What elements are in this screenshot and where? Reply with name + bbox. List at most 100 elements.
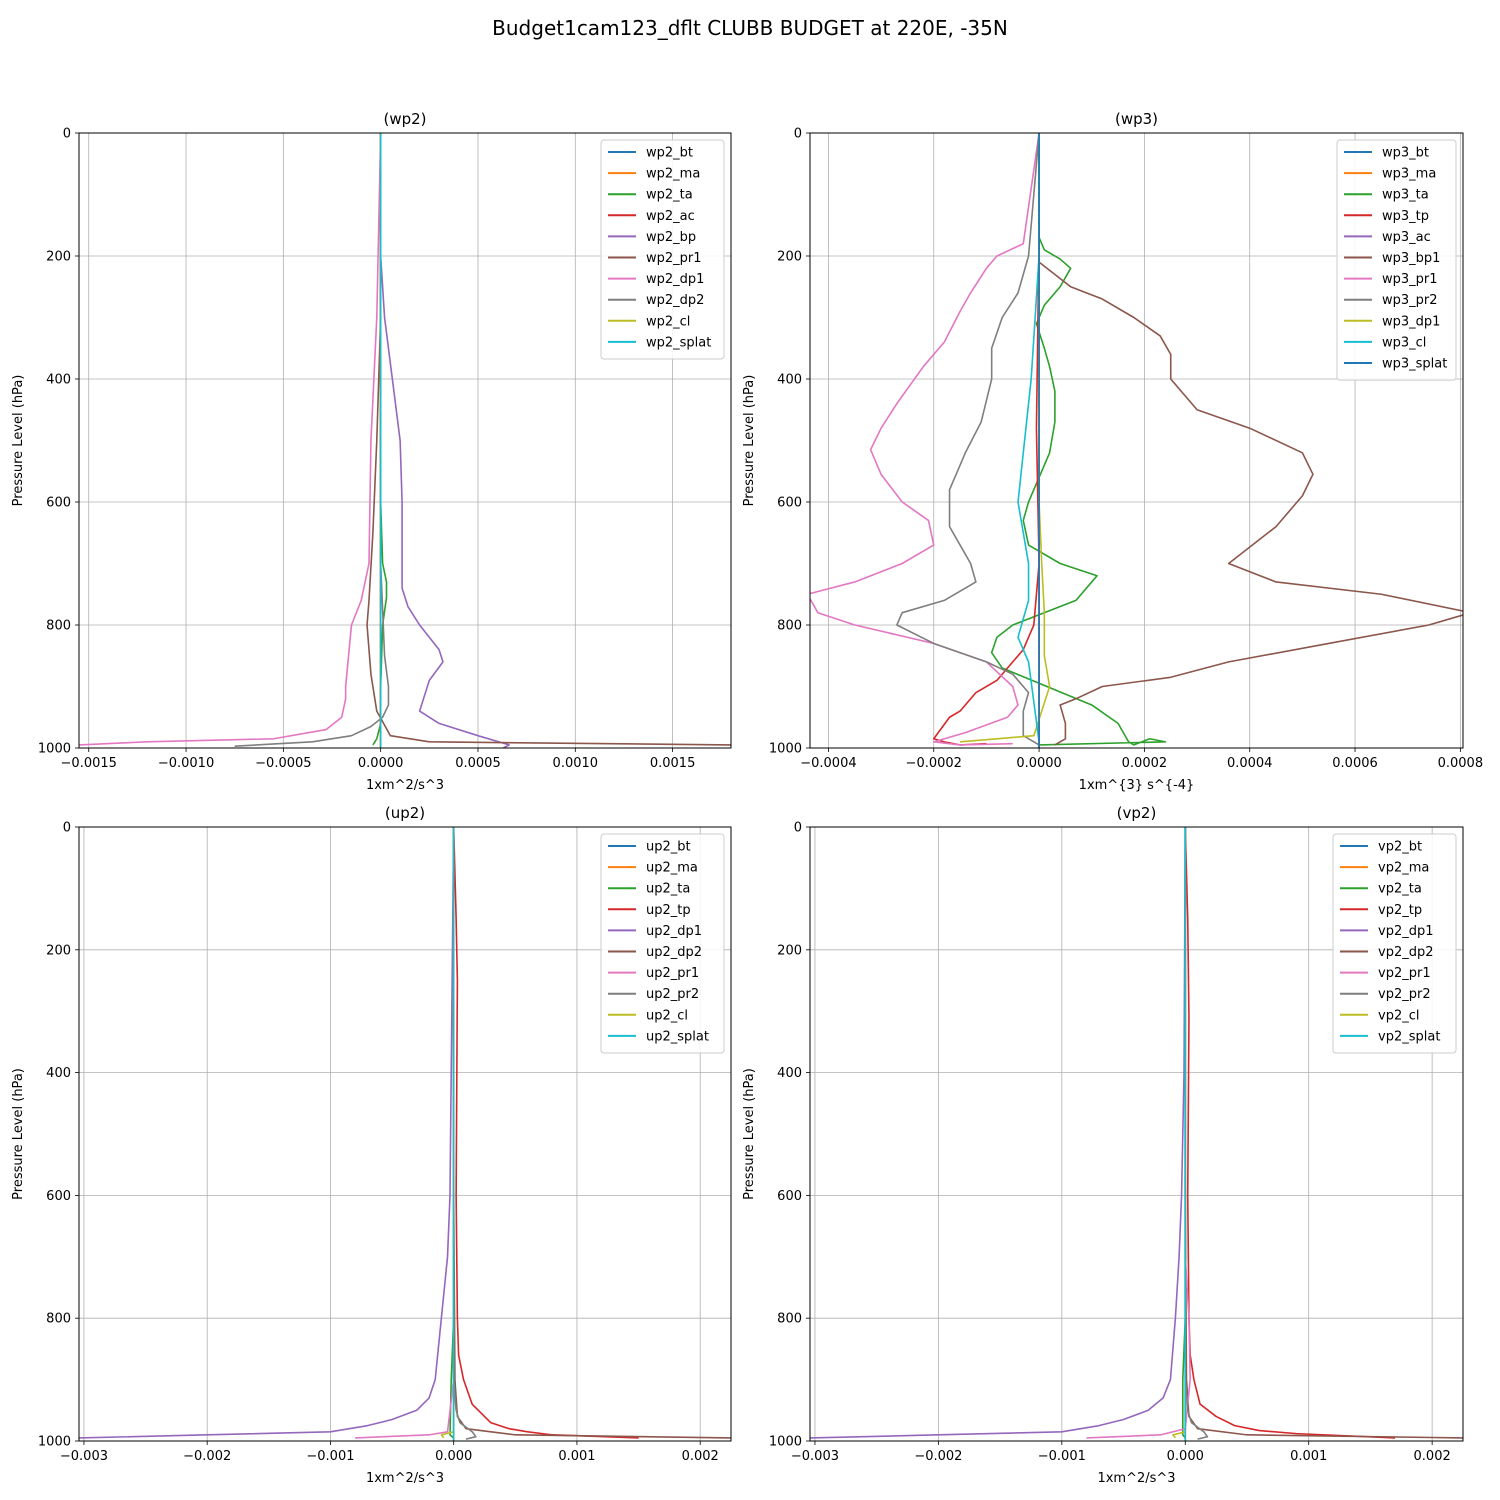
legend-label: wp2_splat xyxy=(646,335,711,350)
y-tick-label: 1000 xyxy=(769,1435,802,1450)
y-tick-label: 1000 xyxy=(769,742,802,757)
legend-label: up2_cl xyxy=(646,1008,688,1023)
legend-label: vp2_splat xyxy=(1378,1029,1440,1044)
y-tick-label: 600 xyxy=(777,1189,802,1204)
axes-frame xyxy=(78,132,732,749)
panel-title: (vp2) xyxy=(1117,804,1157,822)
legend: vp2_bt vp2_ma vp2_ta vp2_tp vp2_dp1 vp2_dp2vp… xyxy=(1332,833,1457,1054)
legend-label: vp2_pr1 xyxy=(1378,966,1431,981)
y-tick-label: 800 xyxy=(777,619,802,634)
legend-label: wp3_ac xyxy=(1382,230,1431,245)
series-line-wp3_dp1 xyxy=(960,133,1051,743)
y-tick-label: 1000 xyxy=(38,742,71,757)
y-tick-label: 600 xyxy=(777,496,802,511)
legend-label: vp2_dp2 xyxy=(1378,945,1434,960)
legend-label: up2_pr2 xyxy=(646,987,699,1002)
x-tick-label: −0.0002 xyxy=(906,756,962,771)
x-tick-label: 0.0005 xyxy=(455,756,501,771)
x-tick-label: 0.002 xyxy=(1414,1449,1451,1464)
legend: wp3_bt wp3_ma wp3_ta wp3_tp wp3_ac wp3_bp1 wp3… xyxy=(1336,139,1457,381)
series-line-wp3_pr2 xyxy=(896,133,1040,746)
series-line-wp3_pr1 xyxy=(810,133,1040,746)
series-line-vp2_dp1 xyxy=(810,827,1187,1439)
x-tick-label: 0.001 xyxy=(558,1449,595,1464)
x-axis-label: 1xm^{3} s^{-4} xyxy=(1079,778,1195,793)
y-axis-label: Pressure Level (hPa) xyxy=(742,1068,757,1200)
series-line-up2_dp1 xyxy=(79,827,455,1439)
y-tick-label: 200 xyxy=(777,943,802,958)
series-line-wp3_cl xyxy=(1017,133,1040,742)
legend-label: up2_splat xyxy=(646,1029,709,1044)
x-tick-label: −0.002 xyxy=(183,1449,231,1464)
y-tick-label: 600 xyxy=(46,1189,71,1204)
legend: wp2_bt wp2_ma wp2_ta wp2_ac wp2_bp wp2_pr1 wp2… xyxy=(600,139,725,360)
legend-label: wp3_dp1 xyxy=(1382,314,1440,329)
panel-title: (wp2) xyxy=(383,110,426,128)
legend-label: wp3_bt xyxy=(1382,146,1429,161)
y-tick-label: 1000 xyxy=(38,1435,71,1450)
series-line-wp3_tp xyxy=(932,133,1040,746)
x-axis-label: 1xm^2/s^3 xyxy=(366,778,444,793)
axes-frame xyxy=(809,826,1464,1442)
x-axis-label: 1xm^2/s^3 xyxy=(366,1471,444,1486)
y-tick-label: 400 xyxy=(46,373,71,388)
panel-title: (up2) xyxy=(385,804,425,822)
legend-label: wp3_ma xyxy=(1382,167,1436,182)
series-line-up2_tp xyxy=(452,827,639,1439)
legend-label: wp2_cl xyxy=(646,314,690,329)
y-tick-label: 0 xyxy=(63,821,71,836)
series-line-wp2_dp1 xyxy=(79,133,382,746)
legend-label: wp3_splat xyxy=(1382,357,1447,372)
series-group xyxy=(810,827,1463,1441)
y-tick-label: 800 xyxy=(777,1312,802,1327)
y-axis-label: Pressure Level (hPa) xyxy=(11,1068,26,1200)
legend-label: wp3_pr1 xyxy=(1382,272,1438,287)
y-tick-label: 400 xyxy=(777,1066,802,1081)
x-tick-label: 0.0000 xyxy=(358,756,404,771)
series-line-vp2_tp xyxy=(1184,827,1396,1439)
x-tick-label: 0.000 xyxy=(435,1449,472,1464)
series-group xyxy=(79,133,731,748)
legend-label: wp2_ta xyxy=(646,188,693,203)
legend-label: wp3_bp1 xyxy=(1382,251,1440,266)
y-tick-label: 400 xyxy=(777,373,802,388)
x-tick-label: 0.002 xyxy=(682,1449,719,1464)
x-tick-label: −0.001 xyxy=(306,1449,354,1464)
x-axis-label: 1xm^2/s^3 xyxy=(1097,1471,1175,1486)
series-group xyxy=(810,133,1463,748)
legend-label: vp2_ta xyxy=(1378,882,1422,897)
series-line-wp3_ta xyxy=(990,133,1167,746)
x-tick-label: 0.0008 xyxy=(1438,756,1484,771)
legend-label: wp3_cl xyxy=(1382,335,1426,350)
y-tick-label: 200 xyxy=(46,250,71,265)
x-tick-label: −0.0010 xyxy=(158,756,214,771)
legend: up2_bt up2_ma up2_ta up2_tp up2_dp1 up2_dp2up… xyxy=(600,833,725,1054)
x-tick-label: −0.001 xyxy=(1038,1449,1086,1464)
legend-label: wp2_bp xyxy=(646,230,696,245)
x-tick-label: 0.001 xyxy=(1290,1449,1327,1464)
x-tick-label: −0.0005 xyxy=(255,756,311,771)
y-tick-label: 200 xyxy=(777,250,802,265)
x-tick-label: 0.0002 xyxy=(1122,756,1168,771)
y-axis-label: Pressure Level (hPa) xyxy=(742,375,757,507)
legend-label: vp2_bt xyxy=(1378,840,1422,855)
legend-label: up2_tp xyxy=(646,903,691,918)
axes-frame xyxy=(78,826,732,1442)
y-tick-label: 0 xyxy=(794,127,802,142)
legend-label: up2_dp2 xyxy=(646,945,702,960)
legend-label: wp2_pr1 xyxy=(646,251,702,266)
legend-label: vp2_cl xyxy=(1378,1008,1419,1023)
x-tick-label: 0.0010 xyxy=(553,756,599,771)
legend-label: wp3_tp xyxy=(1382,209,1429,224)
x-tick-label: −0.0015 xyxy=(61,756,117,771)
legend-label: vp2_tp xyxy=(1378,903,1422,918)
x-tick-label: 0.000 xyxy=(1167,1449,1204,1464)
series-line-wp2_ta xyxy=(372,133,388,746)
legend-label: vp2_ma xyxy=(1378,861,1429,876)
series-line-wp2_pr1 xyxy=(366,133,731,746)
